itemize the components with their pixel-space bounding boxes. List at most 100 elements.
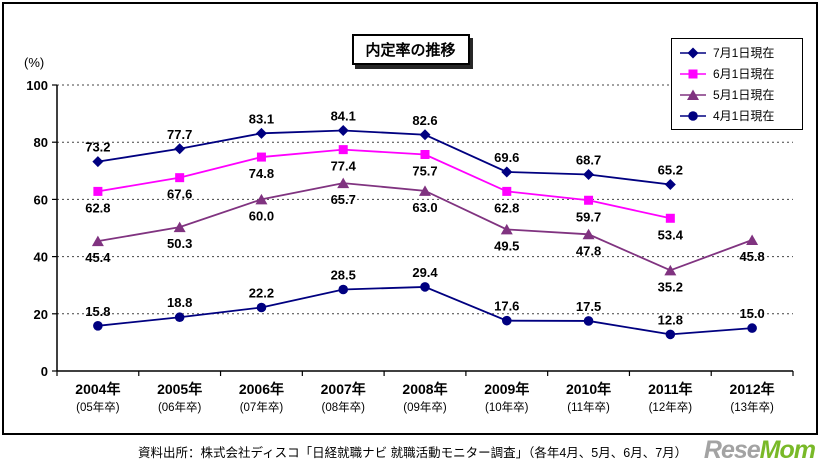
square-marker [420, 149, 430, 159]
chart-frame [2, 2, 818, 435]
legend-item-3: 4月1日現在 [672, 105, 802, 126]
triangle-marker [582, 228, 595, 240]
series-3: 15.8 18.8 22.2 28.5 29.4 17.6 17.5 12.8 15.0 [85, 265, 765, 340]
data-label: 49.5 [494, 238, 519, 253]
x-tick-sublabel: (13年卒) [730, 400, 774, 414]
circle-marker [174, 312, 185, 323]
y-axis: 0 20 40 60 80 100 [26, 78, 793, 379]
data-label: 17.6 [494, 299, 519, 314]
chart-title: 内定率の推移 [351, 34, 470, 65]
data-label: 53.4 [658, 227, 684, 242]
data-label: 65.7 [331, 192, 356, 207]
x-tick-label: 2007年 [321, 381, 366, 397]
data-label: 28.5 [331, 267, 356, 282]
watermark-text-green: Mom [759, 436, 816, 464]
diamond-marker [419, 129, 431, 141]
circle-marker [688, 110, 698, 121]
circle-legend-icon [680, 110, 706, 121]
legend-label: 6月1日現在 [713, 67, 775, 81]
square-legend-icon [680, 69, 706, 78]
data-label: 15.8 [85, 304, 110, 319]
source-note: 資料出所：株式会社ディスコ「日経就職ナビ 就職活動モニター調査」（各年4月、5月… [138, 446, 688, 460]
data-label: 84.1 [331, 108, 356, 123]
data-label: 59.7 [576, 209, 601, 224]
data-label: 22.2 [249, 286, 274, 301]
diamond-marker [501, 166, 513, 178]
triangle-marker [91, 235, 104, 247]
triangle-marker [255, 193, 268, 205]
triangle-marker [687, 89, 699, 100]
data-label: 74.8 [249, 166, 274, 181]
triangle-marker [173, 221, 186, 233]
data-label: 47.8 [576, 243, 601, 258]
legend-label: 4月1日現在 [713, 109, 775, 123]
watermark-text-gray: Rese [703, 436, 761, 464]
data-label: 62.8 [85, 200, 110, 215]
series-0: 73.2 77.7 83.1 84.1 82.6 69.6 68.7 65.2 [85, 108, 683, 191]
data-label: 18.8 [167, 295, 192, 310]
circle-marker [501, 315, 512, 326]
y-tick-label: 60 [34, 192, 48, 207]
circle-marker [747, 323, 757, 333]
diamond-marker [664, 179, 676, 191]
x-tick-sublabel: (06年卒) [158, 400, 202, 414]
x-tick-label: 2010年 [566, 381, 611, 397]
square-marker [338, 145, 348, 155]
triangle-marker [664, 264, 677, 276]
circle-marker [583, 316, 594, 326]
x-axis: 2004年 (05年卒) 2005年 (06年卒) 2006年 (07年卒) 2007年 (0… [56, 371, 794, 414]
diamond-marker [174, 143, 186, 155]
legend-label: 5月1日現在 [713, 88, 775, 102]
circle-marker [420, 282, 430, 292]
x-tick-sublabel: (05年卒) [76, 400, 120, 414]
square-marker [584, 195, 594, 205]
y-tick-label: 100 [26, 78, 48, 93]
legend-item-2: 5月1日現在 [672, 84, 802, 105]
data-label: 63.0 [412, 200, 437, 215]
legend: 7月1日現在 6月1日現在 5月1日現在 4月1日現在 [671, 38, 803, 130]
x-tick-label: 2005年 [157, 381, 202, 397]
data-label: 73.2 [85, 140, 110, 155]
legend-item-1: 6月1日現在 [672, 63, 802, 84]
data-label: 75.7 [412, 163, 437, 178]
x-tick-sublabel: (12年卒) [649, 400, 693, 414]
data-label: 82.6 [412, 113, 437, 128]
series-line [97, 148, 671, 220]
square-marker [93, 186, 103, 196]
diamond-marker [92, 156, 104, 168]
data-label: 17.5 [576, 299, 601, 314]
diamond-marker [583, 169, 595, 181]
series-line [97, 129, 671, 186]
x-tick-label: 2011年 [648, 381, 692, 397]
circle-marker [93, 321, 103, 331]
data-label: 69.6 [494, 150, 519, 165]
data-label: 45.8 [739, 249, 764, 264]
x-tick-sublabel: (10年卒) [485, 400, 529, 414]
diamond-marker [337, 124, 349, 136]
triangle-marker [746, 234, 759, 246]
y-tick-label: 20 [34, 307, 48, 322]
data-label: 77.7 [167, 127, 192, 142]
resemom-watermark: ReseMom [699, 436, 816, 465]
square-marker [688, 69, 698, 78]
data-label: 12.8 [658, 312, 683, 327]
data-label: 15.0 [739, 306, 764, 321]
x-tick-label: 2012年 [730, 381, 775, 397]
data-label: 50.3 [167, 236, 192, 251]
data-label: 83.1 [249, 111, 274, 126]
series-2: 45.4 50.3 60.0 65.7 63.0 49.5 47.8 35.2 45.8 [85, 177, 765, 294]
x-tick-label: 2006年 [239, 381, 284, 397]
circle-marker [256, 302, 267, 313]
diamond-legend-icon [680, 47, 706, 58]
data-label: 68.7 [576, 153, 601, 168]
circle-marker [665, 329, 676, 340]
data-label: 77.4 [331, 159, 357, 174]
square-marker [256, 152, 266, 162]
data-label: 60.0 [249, 208, 274, 223]
y-tick-label: 0 [41, 364, 48, 379]
x-tick-sublabel: (08年卒) [321, 400, 365, 414]
series-1: 62.8 67.6 74.8 77.4 75.7 62.8 59.7 53.4 [85, 145, 684, 242]
data-label: 65.2 [658, 163, 683, 178]
data-label: 45.4 [85, 250, 111, 265]
series-line [97, 182, 753, 272]
